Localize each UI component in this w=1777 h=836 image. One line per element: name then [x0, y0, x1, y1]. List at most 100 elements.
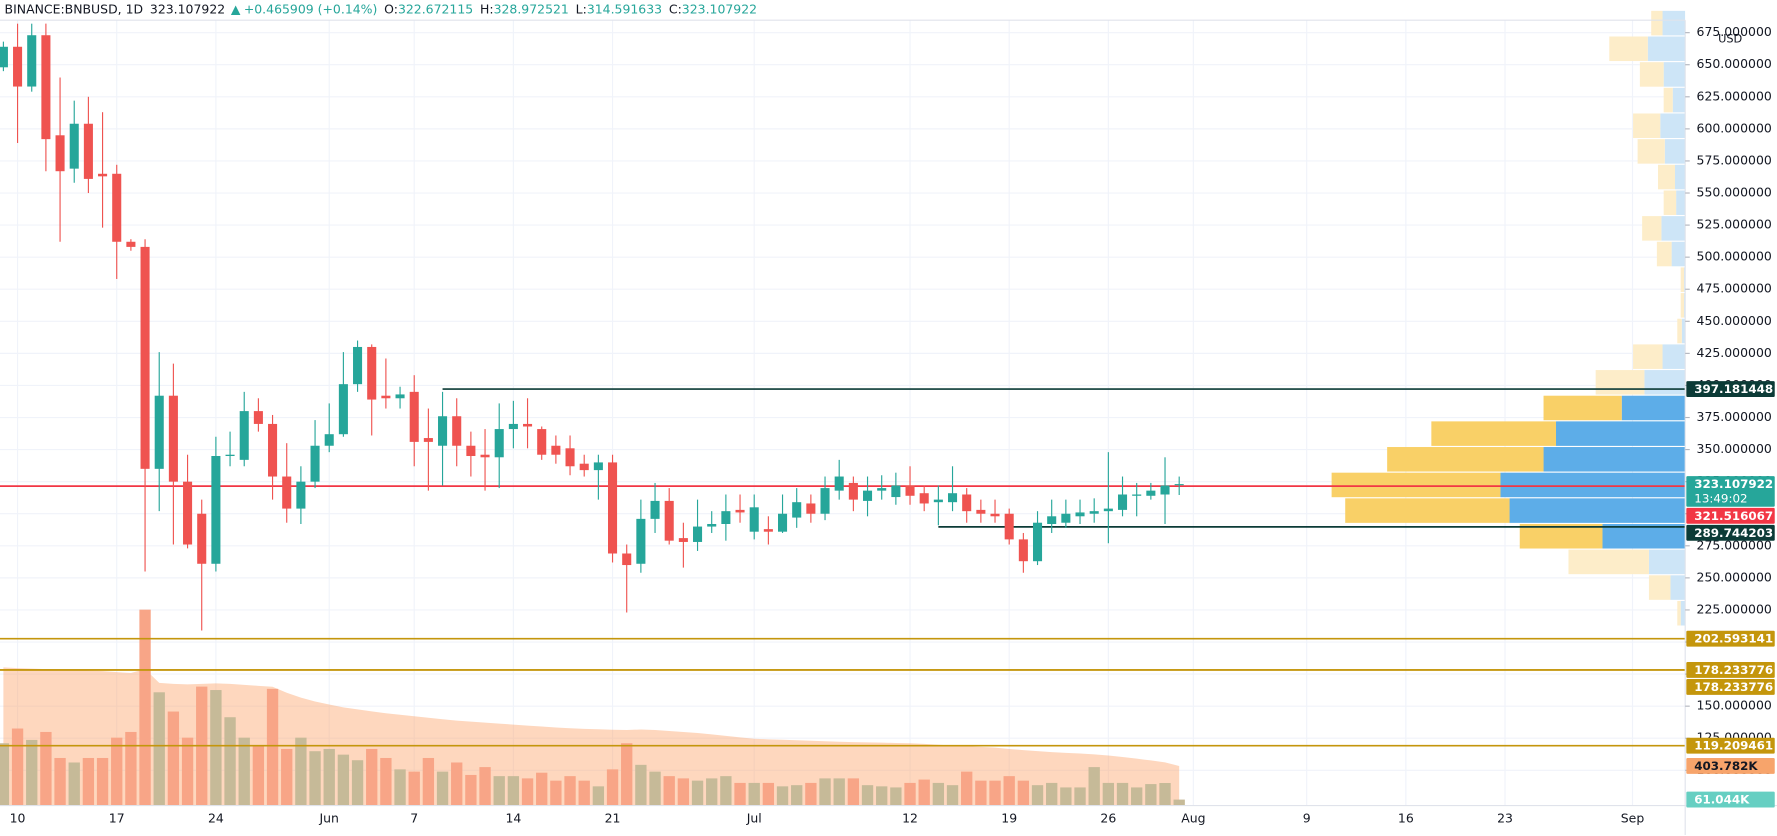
y-tick-label: 375.000000	[1697, 409, 1772, 424]
price-badge	[1686, 791, 1775, 808]
candle-body	[735, 509, 745, 513]
candle-body	[863, 490, 873, 501]
candle-body	[990, 513, 1000, 517]
volume-bar	[366, 748, 378, 806]
volume-bar	[592, 786, 605, 806]
candle-body	[282, 476, 292, 509]
profile-down	[1331, 472, 1501, 498]
candle-body	[27, 35, 37, 87]
candle-body	[678, 538, 688, 542]
volume-bar	[309, 751, 321, 806]
profile-down	[1651, 10, 1663, 36]
y-tick-label: 625.000000	[1697, 88, 1772, 103]
volume-bar	[847, 778, 860, 806]
profile-up	[1556, 421, 1686, 446]
y-tick-label: 500.000000	[1697, 249, 1772, 264]
candle-body	[98, 173, 108, 177]
profile-down	[1680, 293, 1685, 318]
volume-bar	[26, 739, 38, 806]
candle-body	[608, 462, 618, 554]
y-tick-label: 275.000000	[1697, 537, 1772, 552]
volume-bar	[578, 780, 590, 806]
candle-body	[523, 423, 533, 427]
y-tick-label: 350.000000	[1697, 441, 1772, 456]
candle-body	[239, 411, 249, 460]
candle-body	[353, 346, 363, 385]
candle-body	[154, 395, 164, 469]
y-tick-label: 600.000000	[1697, 120, 1772, 135]
profile-down	[1609, 36, 1648, 62]
volume-bar	[82, 757, 95, 806]
volume-bar	[266, 688, 279, 806]
candle-body	[480, 454, 490, 458]
ohlc-value: 322.672115	[398, 2, 473, 17]
candle-body	[253, 411, 263, 424]
profile-down	[1543, 395, 1622, 421]
volume-bar	[380, 757, 392, 806]
candle-body	[820, 488, 830, 514]
volume-pane	[0, 609, 1185, 806]
candle-body	[792, 502, 802, 518]
candle-body	[551, 445, 561, 455]
price-badge	[1686, 679, 1775, 695]
volume-bar	[210, 690, 222, 806]
volume-bar	[1017, 780, 1030, 806]
volume-bar	[422, 757, 435, 806]
ohlc-value: 328.972521	[494, 2, 569, 17]
x-tick-label: 10	[10, 811, 26, 826]
profile-up	[1509, 498, 1686, 523]
change: +0.465909 (+0.14%)	[244, 2, 378, 17]
volume-bar	[876, 786, 888, 806]
profile-up	[1681, 318, 1686, 344]
candle-body	[268, 423, 278, 477]
profile-up	[1661, 216, 1686, 241]
volume-bar	[1116, 782, 1129, 806]
profile-down	[1637, 139, 1665, 164]
volume-bar	[649, 771, 661, 806]
profile-down	[1663, 190, 1677, 215]
y-tick-label: 525.000000	[1697, 217, 1772, 232]
volume-bar	[1074, 787, 1086, 806]
candle-body	[933, 499, 943, 503]
price-badge-label: 178.233776	[1694, 663, 1773, 677]
volume-bar	[521, 778, 534, 806]
x-tick-label: 17	[109, 811, 125, 826]
candle-body	[310, 445, 320, 482]
price-badge-label: 323.107922	[1694, 477, 1773, 491]
candle-body	[197, 513, 207, 564]
candle-body	[1160, 485, 1170, 495]
profile-up	[1671, 241, 1686, 267]
volume-bar	[465, 774, 477, 806]
x-tick-label: 24	[208, 811, 224, 826]
price-badge-label: 397.181448	[1694, 382, 1773, 396]
profile-down	[1345, 498, 1510, 523]
y-tick-label: 225.000000	[1697, 601, 1772, 616]
volume-bar	[1060, 787, 1072, 806]
x-tick-label: 19	[1001, 811, 1017, 826]
price-badge	[1686, 524, 1775, 541]
candle-body	[1103, 508, 1113, 512]
candle-body	[140, 246, 150, 469]
price-badge-label: 289.744203	[1694, 526, 1773, 540]
volume-bar	[281, 748, 293, 806]
profile-up	[1647, 36, 1686, 62]
x-tick-label: Sep	[1621, 811, 1645, 826]
candle-body	[112, 173, 122, 242]
candle-body	[381, 395, 391, 399]
candle-body	[1089, 511, 1099, 514]
candle-body	[83, 123, 93, 179]
candle-body	[296, 481, 306, 509]
x-tick-label: 14	[505, 811, 521, 826]
candle-body	[806, 503, 816, 514]
volume-bar	[1131, 787, 1143, 806]
volume-bar	[720, 776, 732, 806]
price-badge-label: 61.044K	[1694, 793, 1750, 807]
volume-bar	[904, 782, 916, 806]
profile-up	[1670, 575, 1686, 600]
profile-down	[1648, 575, 1671, 600]
candle-body	[664, 500, 674, 541]
candle-body	[69, 123, 79, 169]
x-tick-label: 21	[605, 811, 621, 826]
candle-body	[962, 494, 972, 512]
